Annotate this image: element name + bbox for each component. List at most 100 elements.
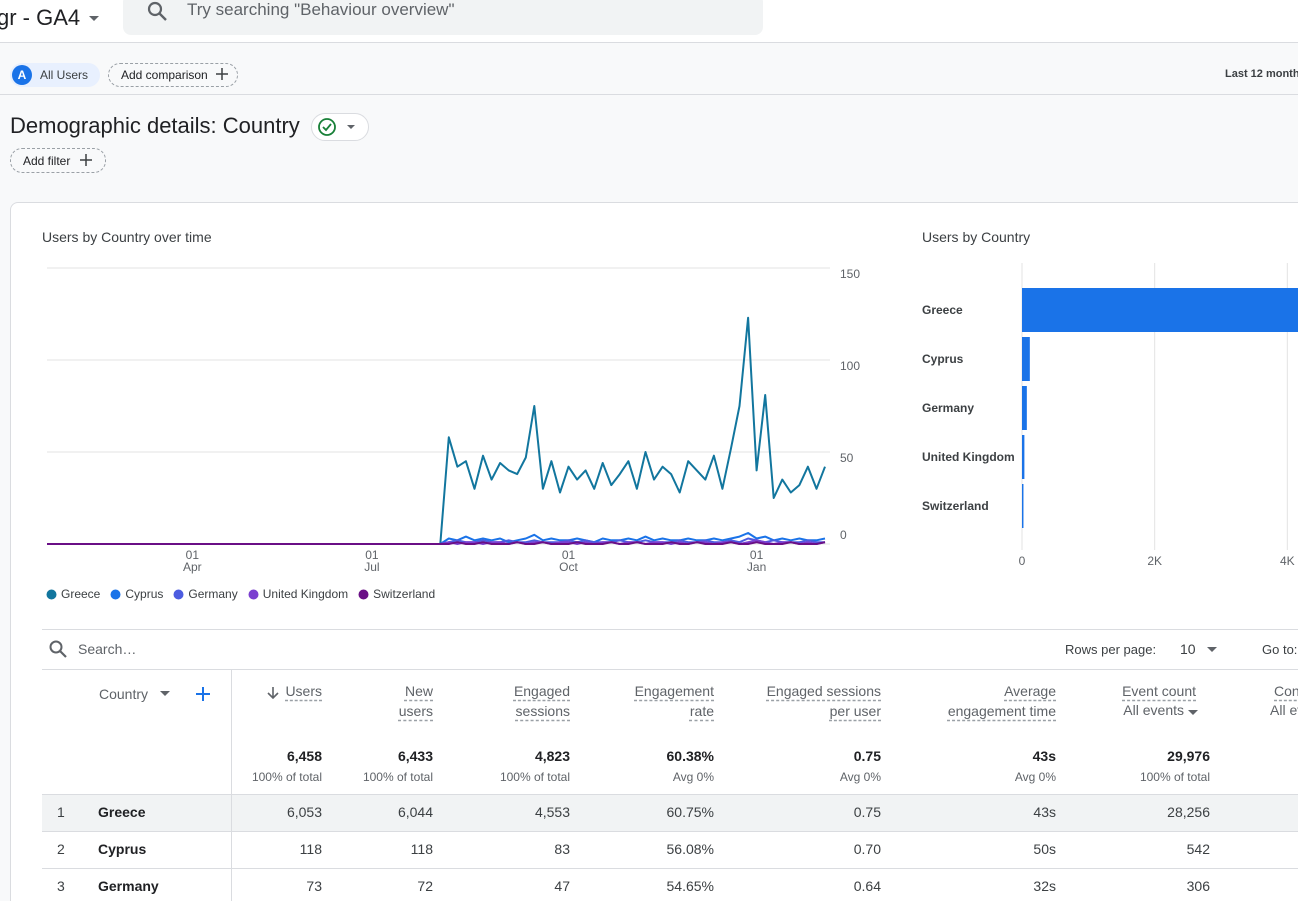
total-value: 60.38%: [666, 748, 714, 764]
legend-item[interactable]: Cyprus: [110, 587, 163, 601]
column-header[interactable]: Engaged sessions: [513, 683, 570, 719]
column-header[interactable]: Engagement rate: [634, 683, 714, 719]
go-to: Go to:: [1262, 642, 1298, 657]
bar-chart-title: Users by Country: [922, 229, 1031, 245]
table-cell: 118: [299, 841, 322, 857]
table-cell: 6,053: [286, 804, 322, 820]
total-note: 100% of total: [1139, 770, 1210, 784]
bar: [1022, 288, 1298, 332]
total-note: 100% of total: [251, 770, 322, 784]
total-value: 29,976: [1167, 748, 1210, 764]
table-cell: 32s: [1033, 878, 1056, 894]
plus-icon: [80, 154, 92, 166]
bar: [1022, 337, 1030, 381]
divider: [42, 868, 1298, 869]
table-cell: 4,553: [534, 804, 570, 820]
row-highlight: [42, 795, 1298, 831]
caret: [160, 691, 170, 696]
legend-item[interactable]: Greece: [46, 587, 100, 601]
line-series: [47, 316, 826, 545]
row-country[interactable]: Germany: [98, 878, 159, 894]
y-tick-label: Cyprus: [922, 352, 964, 366]
table-search-icon: [49, 640, 67, 658]
column-header[interactable]: Average engagement time: [947, 683, 1056, 719]
divider: [42, 669, 1298, 670]
column-header[interactable]: Event count: [1122, 683, 1196, 699]
y-tick-label: 0: [840, 528, 847, 542]
y-tick-label: 50: [840, 451, 854, 465]
sort-arrow: [267, 687, 279, 700]
add-filter-chip[interactable]: [10, 148, 106, 173]
total-note: 100% of total: [362, 770, 433, 784]
x-tick-label: 2K: [1147, 554, 1162, 568]
total-note: Avg 0%: [839, 770, 881, 784]
table-cell: 72: [417, 878, 433, 894]
column-header[interactable]: Conversions: [1274, 683, 1298, 699]
page-title: Demographic details: Country: [10, 113, 300, 138]
x-tick-label: 01 Apr: [182, 548, 202, 574]
column-header[interactable]: Engaged sessions per user: [766, 683, 881, 719]
add-comparison-chip[interactable]: [108, 63, 238, 87]
legend-label: Cyprus: [125, 587, 164, 601]
legend-item[interactable]: Germany: [173, 587, 238, 601]
row-country[interactable]: Greece: [98, 804, 146, 820]
search-placeholder: Try searching "Behaviour overview": [187, 0, 455, 19]
x-tick-label: 0: [1019, 554, 1026, 568]
row-country[interactable]: Cyprus: [98, 841, 147, 857]
total-value: 43s: [1032, 748, 1056, 764]
bar: [1022, 386, 1027, 430]
legend-item[interactable]: United Kingdom: [248, 587, 348, 601]
line-series: [47, 541, 826, 545]
date-range[interactable]: Last 12 months: [1225, 68, 1298, 80]
divider: [42, 794, 1298, 795]
add-filter: Add filter: [23, 154, 71, 168]
y-tick-label: Greece: [922, 303, 963, 317]
legend-dot: [358, 589, 369, 599]
property-name[interactable]: gr - GA4: [0, 5, 81, 30]
row-rank: 3: [57, 878, 65, 894]
column-filter[interactable]: All events: [1123, 702, 1184, 718]
y-tick-label: Germany: [922, 401, 975, 415]
legend-label: Greece: [61, 587, 101, 601]
legend-dot: [110, 589, 121, 599]
property-caret: [89, 16, 99, 21]
table-cell: 73: [306, 878, 322, 894]
plus-icon: [216, 68, 228, 80]
divider: [0, 94, 1298, 95]
segment-name: All Users: [40, 68, 89, 82]
search-icon: [147, 1, 167, 21]
x-tick-label: 4K: [1280, 554, 1295, 568]
table-cell: 83: [554, 841, 570, 857]
divider: [42, 831, 1298, 832]
dimension-header[interactable]: Country: [99, 686, 149, 702]
table-cell: 43s: [1033, 804, 1056, 820]
table-cell: 28,256: [1167, 804, 1210, 820]
legend-item[interactable]: Switzerland: [358, 587, 435, 601]
table-cell: 47: [554, 878, 570, 894]
column-header[interactable]: New users: [398, 683, 433, 719]
segment-badge: A: [12, 65, 32, 85]
column-filter[interactable]: All events: [1270, 702, 1298, 718]
legend-swatch: [248, 589, 259, 599]
status-chip[interactable]: [311, 113, 369, 141]
rows-per-page[interactable]: 10: [1180, 641, 1196, 657]
table-cell: 56.08%: [666, 841, 714, 857]
legend-dot: [173, 589, 184, 599]
legend: Greece Cyprus Germany United Kingdom Switzer…: [46, 587, 435, 601]
caret: [1188, 710, 1198, 715]
legend-swatch: [173, 589, 184, 599]
total-value: 4,823: [534, 748, 570, 764]
table-cell: 6,044: [397, 804, 433, 820]
y-tick-label: 150: [840, 267, 860, 281]
table-cell: 306: [1186, 878, 1210, 894]
add-dimension[interactable]: [195, 686, 211, 702]
rows-per-page-label: Rows per page:: [1065, 642, 1157, 657]
add-comparison: Add comparison: [121, 68, 208, 82]
table-search[interactable]: Search…: [78, 641, 137, 657]
line-chart-title: Users by Country over time: [42, 229, 212, 245]
table-cell: 542: [1186, 841, 1210, 857]
table-cell: 50s: [1033, 841, 1056, 857]
column-header[interactable]: Users: [285, 683, 322, 699]
search-box[interactable]: [123, 0, 763, 35]
